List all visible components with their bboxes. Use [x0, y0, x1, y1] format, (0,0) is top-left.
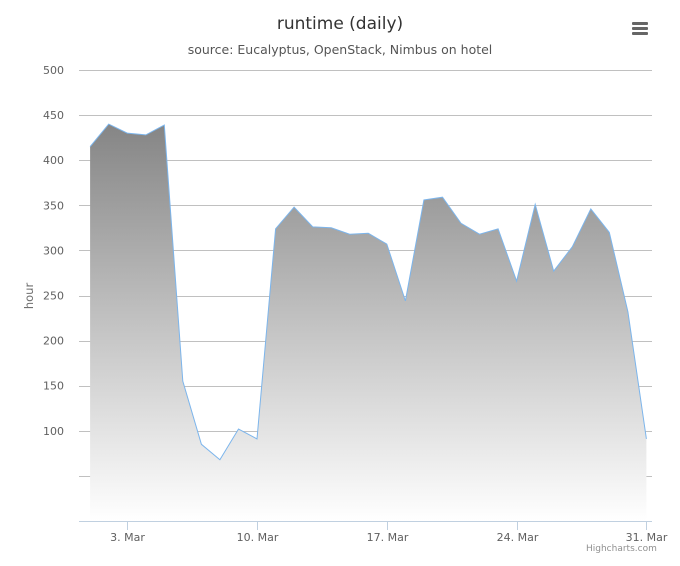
data-point[interactable]: 2014-03-28: 346: [588, 206, 594, 212]
chart-subtitle: source: Eucalyptus, OpenStack, Nimbus on…: [187, 42, 493, 57]
data-point[interactable]: 2014-03-30: 232: [625, 309, 631, 315]
data-point[interactable]: 2014-03-18: 244: [402, 298, 408, 304]
data-point[interactable]: 2014-03-19: 356: [421, 197, 427, 203]
y-tick-label: 300: [43, 244, 64, 257]
menu-bar: [632, 27, 648, 30]
data-point[interactable]: 2014-03-24: 266: [514, 278, 520, 284]
data-point[interactable]: 2014-03-15: 318: [347, 231, 353, 237]
x-tick-label: 17. Mar: [367, 531, 409, 544]
y-tick-label: 200: [43, 335, 64, 348]
data-point[interactable]: 2014-03-14: 325: [328, 225, 334, 231]
data-point[interactable]: 2014-03-09: 102: [235, 426, 241, 432]
y-tick-label: 350: [43, 199, 64, 212]
data-point[interactable]: 2014-03-11: 324: [273, 226, 279, 232]
y-tick-label: 250: [43, 290, 64, 303]
data-point[interactable]: 2014-03-22: 318: [477, 231, 483, 237]
data-point[interactable]: 2014-03-21: 330: [458, 220, 464, 226]
y-tick-label: 450: [43, 109, 64, 122]
data-point[interactable]: 2014-03-02: 440: [106, 121, 112, 127]
data-point[interactable]: 2014-03-05: 439: [161, 122, 167, 128]
x-tick-label: 31. Mar: [626, 531, 668, 544]
data-point[interactable]: 2014-03-13: 326: [310, 224, 316, 230]
series-line: [89, 123, 647, 461]
data-point[interactable]: 2014-03-03: 430: [124, 130, 130, 136]
data-point[interactable]: 2014-03-31: 91: [643, 436, 649, 442]
credits-link[interactable]: Highcharts.com: [586, 544, 657, 554]
x-tick-label: 3. Mar: [110, 531, 145, 544]
menu-bar: [632, 32, 648, 35]
menu-icon[interactable]: [628, 18, 652, 40]
data-point[interactable]: 2014-03-12: 348: [291, 204, 297, 210]
data-point[interactable]: 2014-03-10: 91: [254, 436, 260, 442]
x-tick-label: 24. Mar: [497, 531, 539, 544]
y-tick-label: 150: [43, 380, 64, 393]
data-point[interactable]: 2014-03-17: 307: [384, 241, 390, 247]
data-point[interactable]: 2014-03-27: 304: [569, 244, 575, 250]
data-point[interactable]: 2014-03-20: 359: [439, 194, 445, 200]
data-point[interactable]: 2014-03-16: 319: [365, 230, 371, 236]
data-point[interactable]: 2014-03-01: 415: [87, 144, 93, 150]
series-area: [90, 124, 647, 521]
y-axis-label: hour: [22, 283, 36, 310]
x-tick-label: 10. Mar: [237, 531, 279, 544]
data-point[interactable]: 2014-03-26: 277: [551, 268, 557, 274]
data-point[interactable]: 2014-03-08: 68: [217, 457, 223, 463]
y-tick-label: 400: [43, 154, 64, 167]
data-point[interactable]: 2014-03-04: 428: [143, 132, 149, 138]
menu-bar: [632, 22, 648, 25]
data-point[interactable]: 2014-03-29: 320: [606, 229, 612, 235]
data-point[interactable]: 2014-03-23: 324: [495, 226, 501, 232]
y-tick-label: 100: [43, 425, 64, 438]
data-point[interactable]: 2014-03-25: 351: [532, 201, 538, 207]
data-point[interactable]: 2014-03-07: 85: [198, 441, 204, 447]
chart-title: runtime (daily): [276, 14, 404, 34]
data-point[interactable]: 2014-03-06: 155: [180, 378, 186, 384]
y-tick-label: 500: [43, 64, 64, 77]
